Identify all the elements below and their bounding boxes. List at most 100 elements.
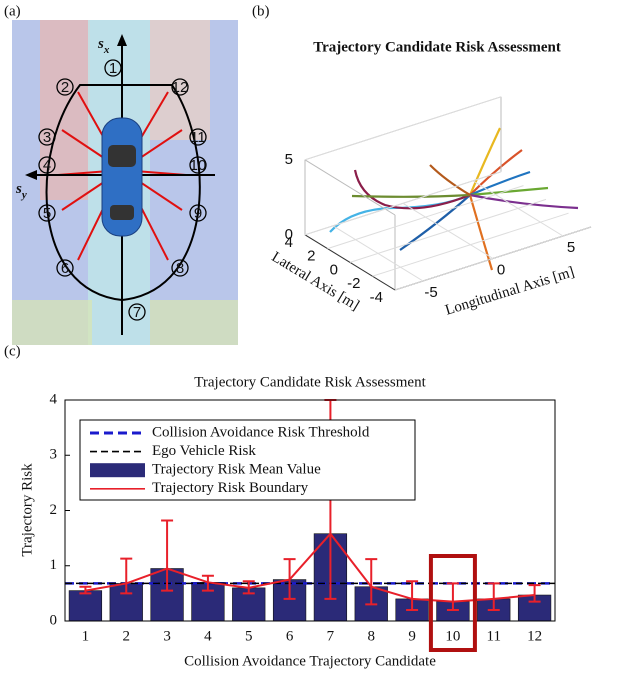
- trajectory-curve: [469, 186, 549, 197]
- legend-swatch: [90, 463, 145, 478]
- error-bar: [120, 557, 133, 595]
- candidate-circle: [38, 128, 56, 146]
- x-tick-label: 5: [567, 239, 575, 256]
- axis-label: sx: [97, 36, 110, 55]
- chart-3d: Trajectory Candidate Risk Assessment 0 5 -…: [269, 39, 592, 319]
- car-window: [110, 205, 134, 220]
- axis-arrow: [25, 170, 37, 180]
- candidate-label: 5: [43, 205, 51, 222]
- y-tick-label: 0: [330, 261, 338, 278]
- error-bar: [161, 519, 174, 592]
- candidate-circle: [128, 303, 146, 321]
- panel-label: (a): [4, 3, 21, 19]
- risk-line: [85, 532, 535, 603]
- trajectory-curve: [469, 193, 579, 210]
- trajectory-curve: [468, 194, 494, 271]
- trajectory-curve: [469, 149, 523, 196]
- x-tick-label: 11: [487, 628, 501, 644]
- axis-label: sy: [15, 181, 27, 200]
- risk-map: [150, 20, 210, 140]
- candidate-circle: [189, 156, 207, 174]
- candidate-label: 3: [43, 129, 51, 146]
- grid-line: [372, 212, 569, 277]
- candidate-label: 11: [190, 129, 206, 146]
- candidate-label: 10: [190, 157, 207, 174]
- error-bar: [406, 580, 419, 611]
- highlight-box: [428, 554, 477, 652]
- candidate-circle: [38, 156, 56, 174]
- x-tick-label: 2: [123, 628, 131, 644]
- legend-label: Ego Vehicle Risk: [152, 443, 256, 459]
- x-axis-label: Collision Avoidance Trajectory Candidate: [184, 653, 436, 669]
- risk-map: [12, 300, 92, 345]
- candidate-label: 9: [194, 205, 202, 222]
- candidate-label: 12: [172, 79, 189, 96]
- trajectory-curves: [329, 127, 579, 271]
- x-tick-label: 7: [327, 628, 335, 644]
- x-tick-label: -5: [424, 284, 437, 301]
- x-tick-label: 8: [368, 628, 376, 644]
- axis-symbol: s: [97, 36, 104, 52]
- panel-label: (b): [252, 3, 270, 19]
- y-tick-label: 2: [50, 502, 58, 518]
- candidate-label: 2: [61, 79, 69, 96]
- axis-subscript: x: [103, 44, 110, 56]
- x-tick-label: 10: [445, 628, 460, 644]
- legend-label: Trajectory Risk Mean Value: [152, 462, 321, 478]
- candidate-circle: [104, 59, 122, 77]
- x-axis-label: Longitudinal Axis [m]: [443, 264, 576, 319]
- y-tick-label: 4: [50, 391, 58, 407]
- y-tick-label: -2: [347, 275, 360, 292]
- y-tick-label: 3: [50, 447, 58, 463]
- candidate-circle: [189, 128, 207, 146]
- chart-title: Trajectory Candidate Risk Assessment: [194, 374, 426, 390]
- trajectory-curve: [353, 169, 471, 210]
- trajectory-curve: [399, 194, 471, 251]
- error-bar: [487, 582, 500, 611]
- chart-title: Trajectory Candidate Risk Assessment: [313, 39, 561, 55]
- candidate-label: 4: [43, 157, 51, 174]
- error-bar: [446, 582, 459, 611]
- axis-symbol: s: [15, 181, 22, 197]
- bar-chart: Trajectory Candidate Risk Assessment Col…: [19, 374, 556, 669]
- x-tick-label: 4: [204, 628, 212, 644]
- candidate-label: 8: [176, 260, 184, 277]
- trajectory-curve: [469, 170, 531, 197]
- z-tick-label: 0: [285, 226, 293, 243]
- candidate-circle: [56, 78, 74, 96]
- x-tick-label: 1: [82, 628, 90, 644]
- x-tick-label: 3: [163, 628, 171, 644]
- y-tick-label: -4: [370, 289, 383, 306]
- grid-line: [327, 185, 524, 250]
- axis-subscript: y: [20, 189, 27, 201]
- grid-line: [304, 96, 502, 161]
- candidate-circle: [38, 204, 56, 222]
- candidate-circle: [171, 78, 189, 96]
- x-tick-label: 5: [245, 628, 253, 644]
- axis-arrow: [117, 34, 127, 46]
- y-tick-label: 4: [285, 234, 293, 251]
- y-axis-label: Trajectory Risk: [19, 463, 35, 557]
- candidate-circle: [171, 259, 189, 277]
- panel-label: (c): [4, 343, 21, 359]
- box-edge: [304, 159, 396, 216]
- error-bar: [528, 584, 541, 603]
- x-tick-label: 12: [527, 628, 542, 644]
- error-bar: [365, 558, 378, 606]
- risk-map: [150, 300, 238, 345]
- x-tick-label: 9: [408, 628, 416, 644]
- trajectory-curve: [429, 164, 471, 196]
- candidate-circle: [189, 204, 207, 222]
- bar: [68, 590, 103, 622]
- trajectory-curve: [351, 193, 471, 198]
- candidate-label: 6: [61, 260, 69, 277]
- legend-label: Trajectory Risk Boundary: [152, 480, 309, 496]
- candidate-label: 1: [109, 60, 117, 77]
- trajectory-curve: [468, 127, 501, 196]
- grid-line: [349, 198, 547, 263]
- y-tick-label: 2: [307, 248, 315, 265]
- car-window: [108, 145, 136, 167]
